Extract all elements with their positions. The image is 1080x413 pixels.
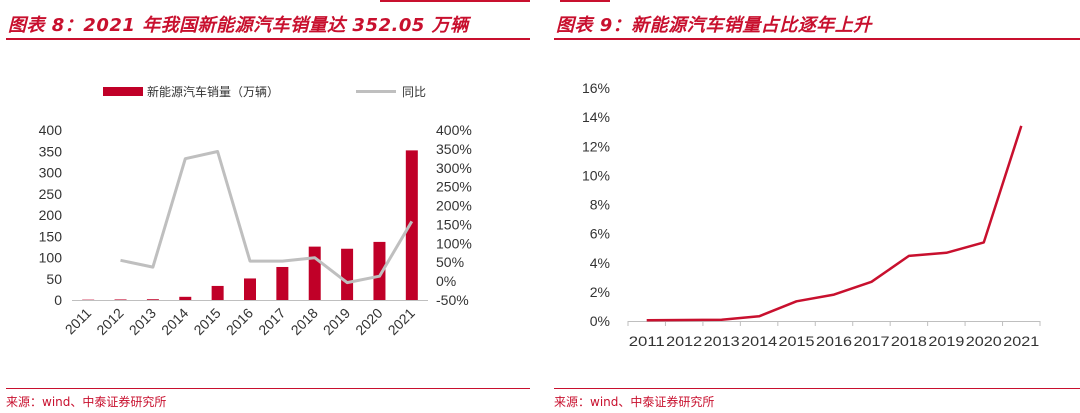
chart-panel-share: 图表 9：新能源汽车销量占比逐年上升 0% 2% 4% 6% 8% 10% 12% 14% 16… — [548, 0, 1080, 413]
y-tick-label: 8% — [590, 197, 610, 213]
x-tick-label: 2021 — [385, 305, 418, 338]
top-rule-left — [380, 0, 530, 2]
y-right-tick-label: 150% — [436, 216, 472, 232]
bar-sales-2019 — [341, 248, 354, 300]
y-left-tick-label: 350 — [39, 143, 63, 159]
chart-title: 图表 8：2021 年我国新能源汽车销量达 352.05 万辆 — [8, 15, 469, 36]
x-tick-label: 2019 — [320, 305, 353, 338]
x-tick-label: 2017 — [853, 333, 889, 349]
x-tick-label: 2020 — [966, 333, 1002, 349]
bar-sales-2018 — [308, 246, 321, 300]
share-chart: 0%2%4%6%8%10%12%14%16%2011 2012 2013 2014 20… — [582, 80, 1041, 349]
x-tick-label: 2018 — [288, 305, 321, 338]
bar-sales-2021 — [405, 150, 418, 300]
title-bar: 图表 8：2021 年我国新能源汽车销量达 352.05 万辆 — [6, 8, 530, 40]
legend-swatch-bar — [103, 87, 143, 96]
y-tick-label: 4% — [590, 255, 610, 271]
y-tick-label: 12% — [582, 138, 610, 154]
sales-chart: 新能源汽车销量（万辆） 同比 0 50 100 150 200 250 300 350 400 -50… — [39, 84, 472, 338]
x-tick-label: 2011 — [629, 333, 665, 349]
x-tick-label: 2021 — [1003, 333, 1039, 349]
bar-sales-2017 — [276, 266, 289, 300]
x-tick-label: 2016 — [223, 305, 256, 338]
x-tick-label: 2011 — [62, 305, 95, 338]
y-tick-label: 6% — [590, 226, 610, 242]
y-tick-label: 0% — [590, 313, 610, 329]
line-yoy — [120, 150, 414, 285]
y-right-tick-label: 200% — [436, 198, 472, 214]
bar-sales-2011 — [82, 299, 95, 301]
y-right-tick-label: 300% — [436, 160, 472, 176]
y-tick-label: 14% — [582, 109, 610, 125]
line-share — [646, 125, 1023, 322]
y-left-tick-label: 250 — [39, 186, 63, 202]
x-tick-label: 2014 — [158, 305, 191, 338]
top-rule-right — [560, 0, 610, 2]
bar-sales-2014 — [179, 296, 192, 300]
legend-label-sales: 新能源汽车销量（万辆） — [147, 84, 279, 99]
y-tick-label: 2% — [590, 284, 610, 300]
x-tick-label: 2013 — [704, 333, 740, 349]
y-right-tick-label: 350% — [436, 141, 472, 157]
y-left-tick-label: 0 — [54, 292, 62, 308]
x-tick-label: 2012 — [93, 305, 126, 338]
bar-sales-2015 — [211, 285, 224, 300]
chart-panel-sales: 图表 8：2021 年我国新能源汽车销量达 352.05 万辆 新能源汽车销量（… — [0, 0, 530, 413]
y-right-tick-label: 0% — [436, 273, 456, 289]
x-tick-label: 2012 — [666, 333, 702, 349]
x-tick-label: 2015 — [779, 333, 815, 349]
y-tick-label: 16% — [582, 80, 610, 96]
y-left-tick-label: 100 — [39, 250, 63, 266]
y-right-tick-label: 100% — [436, 235, 472, 251]
title-bar: 图表 9：新能源汽车销量占比逐年上升 — [554, 8, 1080, 40]
source-divider — [6, 388, 530, 389]
x-tick-label: 2020 — [352, 305, 385, 338]
x-tick-label: 2013 — [126, 305, 159, 338]
x-tick-label: 2014 — [741, 333, 777, 349]
x-tick-label: 2019 — [928, 333, 964, 349]
y-right-tick-label: -50% — [436, 292, 469, 308]
y-left-tick-label: 150 — [39, 228, 63, 244]
y-tick-label: 10% — [582, 167, 610, 183]
y-left-tick-label: 300 — [39, 165, 63, 181]
y-right-tick-label: 50% — [436, 254, 464, 270]
y-right-tick-label: 400% — [436, 122, 472, 138]
y-left-tick-label: 400 — [39, 122, 63, 138]
source-divider — [554, 388, 1080, 389]
chart-title: 图表 9：新能源汽车销量占比逐年上升 — [556, 15, 872, 36]
y-right-tick-label: 250% — [436, 179, 472, 195]
bar-sales-2016 — [244, 278, 256, 300]
y-left-tick-label: 200 — [39, 207, 63, 223]
x-tick-label: 2015 — [190, 305, 223, 338]
x-tick-label: 2017 — [255, 305, 288, 338]
x-tick-label: 2016 — [816, 333, 852, 349]
legend-label-yoy: 同比 — [402, 85, 426, 99]
y-left-tick-label: 50 — [46, 271, 62, 287]
bar-sales-2020 — [373, 241, 386, 300]
source-note: 来源：wind、中泰证券研究所 — [554, 395, 715, 409]
bar-sales-2012 — [114, 299, 127, 301]
source-note: 来源：wind、中泰证券研究所 — [6, 395, 167, 409]
x-tick-label: 2018 — [891, 333, 927, 349]
bar-sales-2013 — [146, 299, 159, 300]
